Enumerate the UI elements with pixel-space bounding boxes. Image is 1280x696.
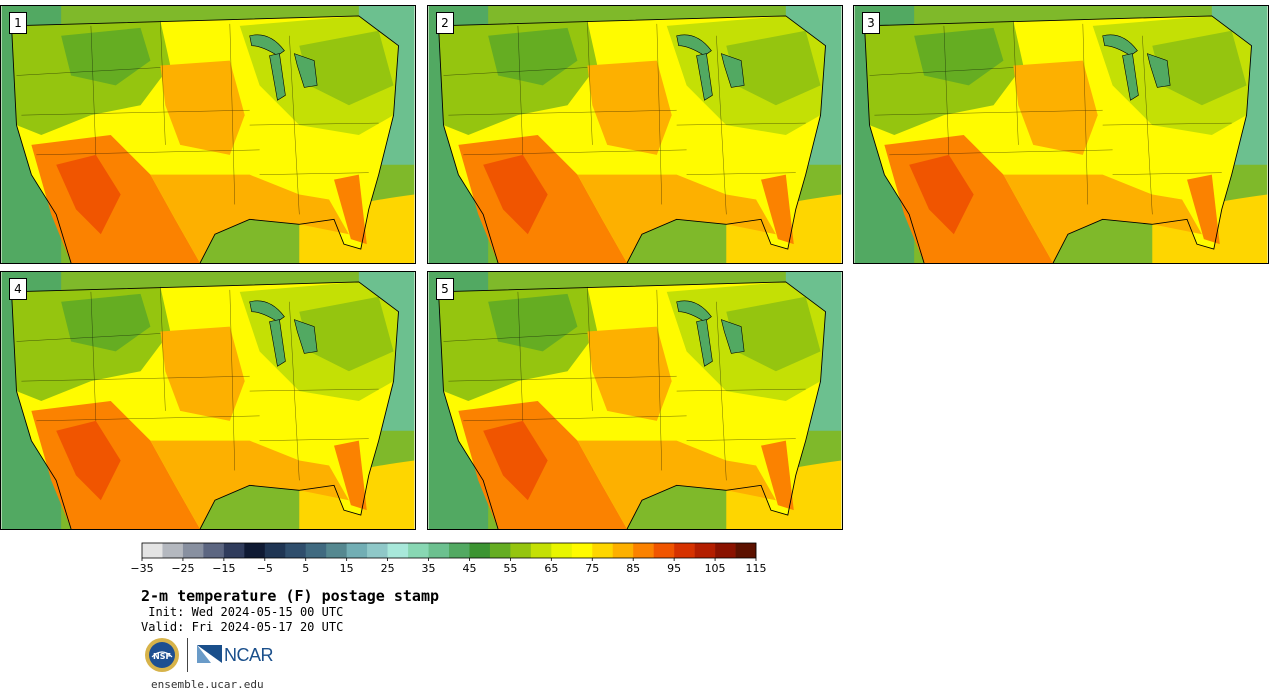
colorbar-swatch — [305, 543, 327, 558]
map-panel-3: 3 — [853, 5, 1269, 264]
colorbar-tick-label: −25 — [171, 562, 195, 575]
logos: NSF NCAR — [144, 637, 284, 677]
colorbar-tick-label: 5 — [302, 562, 310, 575]
colorbar-swatch — [592, 543, 614, 558]
colorbar-swatch — [674, 543, 695, 558]
colorbar-tick-label: 35 — [421, 562, 436, 575]
temperature-map — [428, 6, 842, 263]
map-panel-2: 2 — [427, 5, 843, 264]
nsf-logo: NSF — [145, 638, 179, 672]
colorbar-swatch — [571, 543, 593, 558]
colorbar-tick-label: 95 — [667, 562, 682, 575]
colorbar-swatch — [449, 543, 470, 558]
colorbar-tick-label: −15 — [212, 562, 236, 575]
logo-separator — [187, 638, 188, 672]
colorbar-swatch — [203, 543, 225, 558]
temperature-map — [1, 272, 415, 529]
colorbar-swatch — [244, 543, 266, 558]
colorbar-swatch — [428, 543, 450, 558]
map-panel-4: 4 — [0, 271, 416, 530]
colorbar-swatch — [264, 543, 286, 558]
panel-label: 2 — [436, 12, 454, 34]
colorbar-tick-label: 45 — [462, 562, 477, 575]
colorbar-swatch — [142, 543, 163, 558]
ncar-logo-text: NCAR — [224, 645, 274, 665]
init-time: Init: Wed 2024-05-15 00 UTC — [141, 605, 344, 619]
map-panel-1: 1 — [0, 5, 416, 264]
panel-label: 1 — [9, 12, 27, 34]
temperature-map — [1, 6, 415, 263]
colorbar-swatch — [694, 543, 716, 558]
colorbar-tick-label: 85 — [626, 562, 641, 575]
colorbar-tick-label: 75 — [585, 562, 600, 575]
temperature-map — [428, 272, 842, 529]
temperature-map — [854, 6, 1268, 263]
colorbar-swatch — [387, 543, 409, 558]
colorbar-tick-label: 15 — [339, 562, 354, 575]
colorbar-tick-labels: −35 −25 −15 −5 5 15 25 35 45 55 65 75 85 95 105 115 — [130, 562, 781, 576]
colorbar — [141, 542, 757, 561]
colorbar-swatch — [735, 543, 757, 558]
colorbar-tick-label: 25 — [380, 562, 395, 575]
colorbar-swatch — [162, 543, 184, 558]
colorbar-swatch — [367, 543, 388, 558]
map-panel-5: 5 — [427, 271, 843, 530]
site-url: ensemble.ucar.edu — [151, 678, 264, 691]
colorbar-swatch — [489, 543, 511, 558]
panel-label: 3 — [862, 12, 880, 34]
nsf-logo-text: NSF — [153, 652, 171, 661]
colorbar-swatch — [408, 543, 429, 558]
colorbar-border — [141, 542, 757, 559]
colorbar-tick-label: −35 — [130, 562, 154, 575]
colorbar-swatch — [715, 543, 736, 558]
colorbar-swatch — [551, 543, 573, 558]
colorbar-swatch — [346, 543, 368, 558]
colorbar-swatch — [653, 543, 675, 558]
panel-label: 5 — [436, 278, 454, 300]
colorbar-swatch — [285, 543, 307, 558]
colorbar-swatch — [182, 543, 204, 558]
colorbar-tick-label: −5 — [256, 562, 273, 575]
ncar-logo — [197, 645, 222, 663]
colorbar-swatch — [633, 543, 654, 558]
colorbar-tick-label: 115 — [745, 562, 767, 575]
colorbar-tick-label: 65 — [544, 562, 559, 575]
valid-time: Valid: Fri 2024-05-17 20 UTC — [141, 620, 344, 634]
colorbar-tick-label: 55 — [503, 562, 518, 575]
colorbar-swatch — [510, 543, 532, 558]
colorbar-swatch — [612, 543, 634, 558]
colorbar-tick-label: 105 — [704, 562, 726, 575]
colorbar-swatch — [469, 543, 491, 558]
colorbar-swatch — [223, 543, 245, 558]
colorbar-swatch — [326, 543, 347, 558]
page-title: 2-m temperature (F) postage stamp — [141, 587, 440, 605]
panel-label: 4 — [9, 278, 27, 300]
colorbar-swatch — [530, 543, 552, 558]
